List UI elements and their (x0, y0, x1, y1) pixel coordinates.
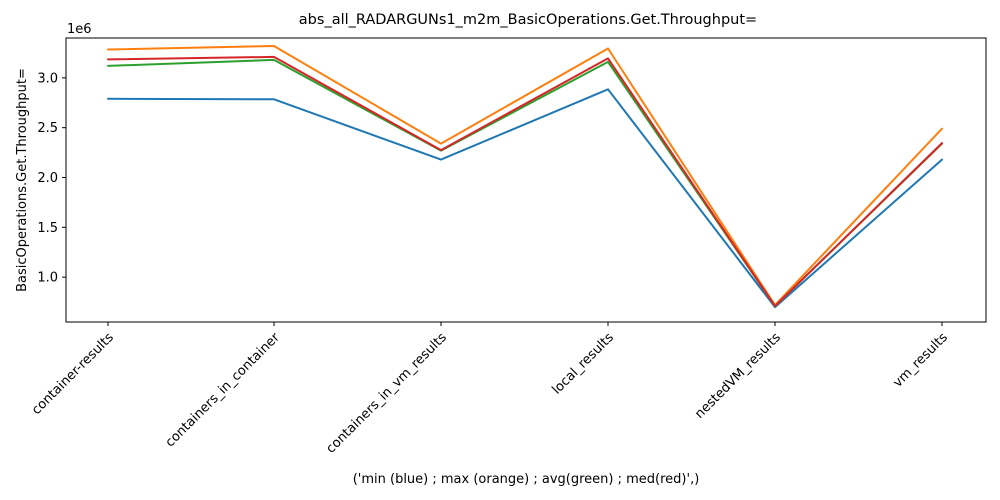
chart-title: abs_all_RADARGUNs1_m2m_BasicOperations.G… (299, 12, 757, 28)
x-tick-label: containers_in_vm_results (324, 330, 450, 456)
series-line-3 (107, 55, 943, 308)
x-tick-label: containers_in_container (163, 330, 284, 451)
x-tick-label: local_results (549, 330, 617, 398)
x-tick-label: vm_results (890, 330, 951, 391)
plot-frame (65, 37, 987, 323)
y-tick-label: 1.0 (37, 271, 58, 286)
series-line-1 (107, 45, 943, 307)
y-axis-offset-label: 1e6 (67, 22, 92, 37)
y-ticks: 1.0 1.5 2.0 2.5 3.0 (37, 71, 66, 286)
x-ticks: container-results containers_in_container… (29, 322, 951, 457)
series-group (107, 45, 943, 309)
x-axis-label: ('min (blue) ; max (orange) ; avg(green)… (353, 472, 700, 487)
series-line-0 (107, 88, 943, 309)
x-tick-label: nestedVM_results (692, 330, 784, 422)
axes (65, 37, 987, 323)
y-tick-label: 3.0 (37, 71, 58, 86)
y-axis-label: BasicOperations.Get.Throughput= (15, 68, 30, 292)
x-tick-label: container-results (29, 330, 117, 418)
y-tick-label: 2.0 (37, 171, 58, 186)
y-tick-label: 2.5 (37, 121, 58, 136)
y-tick-label: 1.5 (37, 221, 58, 236)
